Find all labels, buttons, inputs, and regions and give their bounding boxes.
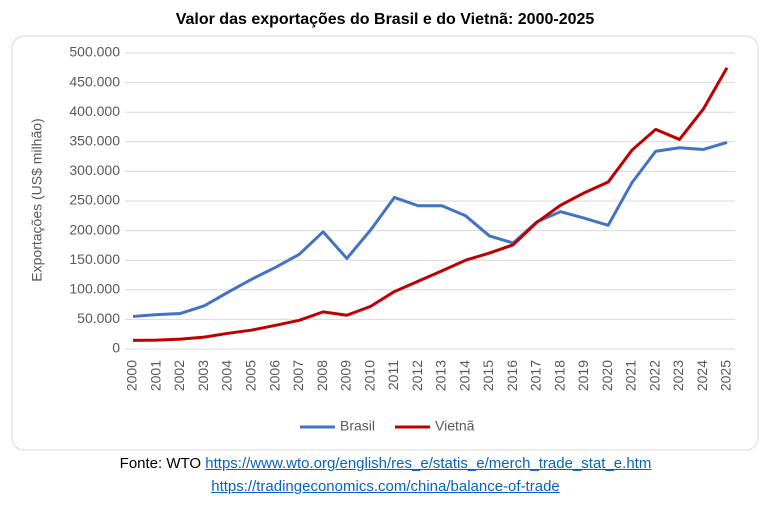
x-tick-label: 2002	[171, 360, 187, 391]
y-tick-label: 50.000	[77, 310, 120, 326]
y-tick-label: 0	[112, 340, 120, 356]
y-tick-label: 100.000	[69, 281, 120, 297]
x-tick-label: 2004	[219, 360, 235, 391]
x-tick-label: 2014	[456, 360, 472, 391]
x-tick-label: 2023	[670, 360, 686, 391]
y-tick-label: 450.000	[69, 73, 120, 89]
x-tick-label: 2019	[575, 360, 591, 391]
x-tick-label: 2016	[504, 360, 520, 391]
x-tick-label: 2000	[124, 360, 140, 391]
x-tick-label: 2007	[290, 360, 306, 391]
x-tick-label: 2009	[338, 360, 354, 391]
y-tick-label: 150.000	[69, 251, 120, 267]
chart: Valor das exportações do Brasil e do Vie…	[11, 11, 759, 451]
x-tick-label: 2012	[409, 360, 425, 391]
x-tick-label: 2015	[480, 360, 496, 391]
footer-link-row: https://tradingeconomics.com/china/balan…	[0, 478, 771, 495]
x-tick-label: 2025	[718, 360, 734, 391]
y-tick-label: 250.000	[69, 192, 120, 208]
y-tick-label: 300.000	[69, 162, 120, 178]
source-label: Fonte: WTO	[119, 455, 202, 472]
y-axis-title: Exportações (US$ milhão)	[29, 118, 45, 281]
x-tick-label: 2006	[266, 360, 282, 391]
y-tick-label: 350.000	[69, 133, 120, 149]
x-tick-label: 2010	[361, 360, 377, 391]
chart-frame	[11, 35, 759, 451]
x-tick-label: 2003	[195, 360, 211, 391]
x-tick-label: 2013	[433, 360, 449, 391]
footer-source: Fonte: WTO https://www.wto.org/english/r…	[0, 455, 771, 472]
legend-label: Vietnã	[435, 418, 475, 434]
x-tick-label: 2017	[528, 360, 544, 391]
source-link[interactable]: https://www.wto.org/english/res_e/statis…	[205, 455, 652, 472]
x-tick-label: 2005	[243, 360, 259, 391]
x-tick-label: 2011	[385, 360, 401, 390]
x-tick-label: 2021	[623, 360, 639, 391]
x-tick-label: 2020	[599, 360, 615, 391]
y-tick-label: 200.000	[69, 221, 120, 237]
x-tick-label: 2018	[551, 360, 567, 391]
y-tick-label: 500.000	[69, 44, 120, 60]
data-line	[132, 67, 729, 342]
x-tick-label: 2008	[314, 360, 330, 391]
x-tick-label: 2024	[694, 360, 710, 391]
x-tick-label: 2022	[646, 360, 662, 391]
y-tick-label: 400.000	[69, 103, 120, 119]
x-tick-label: 2001	[147, 360, 163, 391]
data-line	[132, 140, 728, 318]
legend-label: Brasil	[340, 418, 375, 434]
source-link[interactable]: https://tradingeconomics.com/china/balan…	[211, 478, 560, 495]
chart-title: Valor das exportações do Brasil e do Vie…	[176, 11, 595, 28]
